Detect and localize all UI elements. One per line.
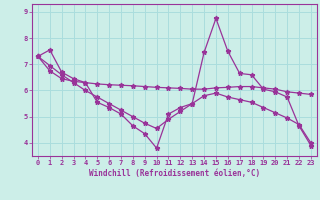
X-axis label: Windchill (Refroidissement éolien,°C): Windchill (Refroidissement éolien,°C) xyxy=(89,169,260,178)
